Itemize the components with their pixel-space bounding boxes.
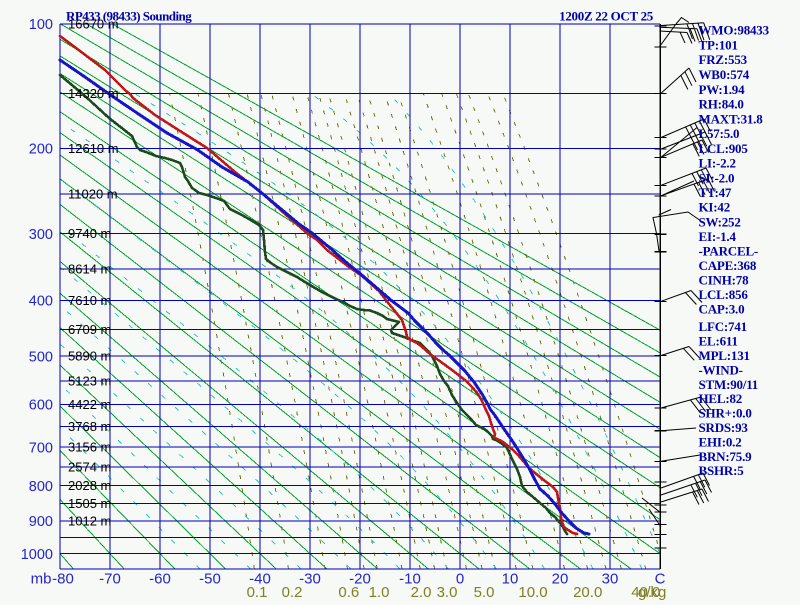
svg-text:7610 m: 7610 m	[68, 293, 111, 308]
svg-text:BSHR:5: BSHR:5	[699, 463, 745, 478]
svg-text:WB0:574: WB0:574	[699, 67, 750, 82]
svg-text:5123 m: 5123 m	[68, 374, 111, 389]
svg-text:HEL:82: HEL:82	[699, 391, 743, 406]
svg-text:5890 m: 5890 m	[68, 349, 111, 364]
svg-text:CAPE:368: CAPE:368	[699, 258, 757, 273]
svg-text:0: 0	[456, 571, 464, 588]
svg-text:16670 m: 16670 m	[68, 16, 119, 31]
svg-text:SHR+:0.0: SHR+:0.0	[699, 406, 752, 421]
svg-text:2574 m: 2574 m	[68, 459, 111, 474]
svg-text:LCL:905: LCL:905	[699, 141, 749, 156]
svg-text:400: 400	[29, 294, 53, 310]
svg-text:4422 m: 4422 m	[68, 397, 111, 412]
svg-text:CINH:78: CINH:78	[699, 273, 750, 288]
svg-text:8614 m: 8614 m	[68, 261, 111, 276]
svg-text:-80: -80	[52, 571, 74, 588]
svg-text:-40: -40	[249, 571, 271, 588]
svg-text:LI:-2.2: LI:-2.2	[699, 156, 736, 171]
svg-text:14320 m: 14320 m	[68, 86, 119, 101]
svg-text:STM:90/11: STM:90/11	[699, 377, 759, 392]
svg-text:900: 900	[29, 514, 53, 530]
svg-text:0.6: 0.6	[338, 584, 359, 600]
svg-text:-30: -30	[299, 571, 321, 588]
svg-text:12610 m: 12610 m	[68, 141, 119, 156]
svg-text:-20: -20	[349, 571, 371, 588]
svg-text:200: 200	[29, 142, 53, 158]
svg-text:-70: -70	[99, 571, 121, 588]
svg-text:-60: -60	[149, 571, 171, 588]
svg-text:2.0: 2.0	[411, 584, 432, 600]
svg-text:-50: -50	[199, 571, 221, 588]
svg-text:3156 m: 3156 m	[68, 440, 111, 455]
svg-text:1000: 1000	[21, 547, 53, 563]
svg-text:10.0: 10.0	[518, 584, 547, 600]
svg-text:SI:-2.0: SI:-2.0	[699, 171, 735, 186]
svg-text:L57:5.0: L57:5.0	[699, 126, 740, 141]
svg-text:g/kg: g/kg	[638, 584, 666, 600]
svg-text:40.0: 40.0	[631, 584, 660, 600]
svg-text:-PARCEL-: -PARCEL-	[699, 243, 759, 258]
svg-text:11020 m: 11020 m	[68, 187, 118, 202]
svg-text:0.1: 0.1	[247, 584, 268, 600]
svg-text:CAP:3.0: CAP:3.0	[699, 302, 745, 317]
svg-text:-WIND-: -WIND-	[699, 362, 743, 377]
svg-text:100: 100	[29, 17, 53, 33]
svg-text:300: 300	[29, 227, 53, 243]
svg-text:1200Z 22 OCT 25: 1200Z 22 OCT 25	[559, 8, 654, 23]
svg-text:KI:42: KI:42	[699, 200, 731, 215]
svg-text:FRZ:553: FRZ:553	[699, 52, 748, 67]
svg-text:20.0: 20.0	[573, 584, 602, 600]
svg-text:MPL:131: MPL:131	[699, 348, 750, 363]
svg-text:2028 m: 2028 m	[68, 478, 111, 493]
svg-text:800: 800	[29, 479, 53, 495]
svg-text:MAXT:31.8: MAXT:31.8	[699, 111, 764, 126]
svg-text:EI:-1.4: EI:-1.4	[699, 229, 737, 244]
svg-text:C: C	[655, 571, 666, 588]
svg-text:PW:1.94: PW:1.94	[699, 82, 746, 97]
svg-text:1.0: 1.0	[369, 584, 390, 600]
svg-text:TP:101: TP:101	[699, 37, 738, 52]
svg-text:WMO:98433: WMO:98433	[699, 23, 770, 38]
svg-text:5.0: 5.0	[474, 584, 495, 600]
svg-text:9740 m: 9740 m	[68, 226, 111, 241]
svg-text:600: 600	[29, 398, 53, 414]
svg-text:LFC:741: LFC:741	[699, 319, 747, 334]
svg-text:RP433 (98433) Sounding: RP433 (98433) Sounding	[66, 9, 192, 24]
svg-text:-10: -10	[399, 571, 421, 588]
svg-text:20: 20	[552, 571, 569, 588]
svg-text:1505 m: 1505 m	[68, 496, 111, 511]
svg-text:500: 500	[29, 349, 53, 365]
svg-text:10: 10	[502, 571, 519, 588]
svg-text:EL:611: EL:611	[699, 334, 738, 349]
svg-text:700: 700	[29, 440, 53, 456]
svg-text:BRN:75.9: BRN:75.9	[699, 449, 753, 464]
svg-text:LCL:856: LCL:856	[699, 287, 749, 302]
svg-text:6709 m: 6709 m	[68, 322, 111, 337]
svg-text:mb: mb	[31, 571, 52, 588]
svg-text:3768 m: 3768 m	[68, 419, 111, 434]
svg-text:RH:84.0: RH:84.0	[699, 97, 744, 112]
svg-text:EHI:0.2: EHI:0.2	[699, 434, 742, 449]
svg-text:SW:252: SW:252	[699, 214, 741, 229]
svg-text:1012 m: 1012 m	[68, 514, 111, 529]
svg-text:3.0: 3.0	[437, 584, 458, 600]
svg-text:0.2: 0.2	[282, 584, 303, 600]
svg-text:TT:47: TT:47	[699, 185, 732, 200]
svg-text:SRDS:93: SRDS:93	[699, 420, 749, 435]
svg-text:30: 30	[602, 571, 619, 588]
